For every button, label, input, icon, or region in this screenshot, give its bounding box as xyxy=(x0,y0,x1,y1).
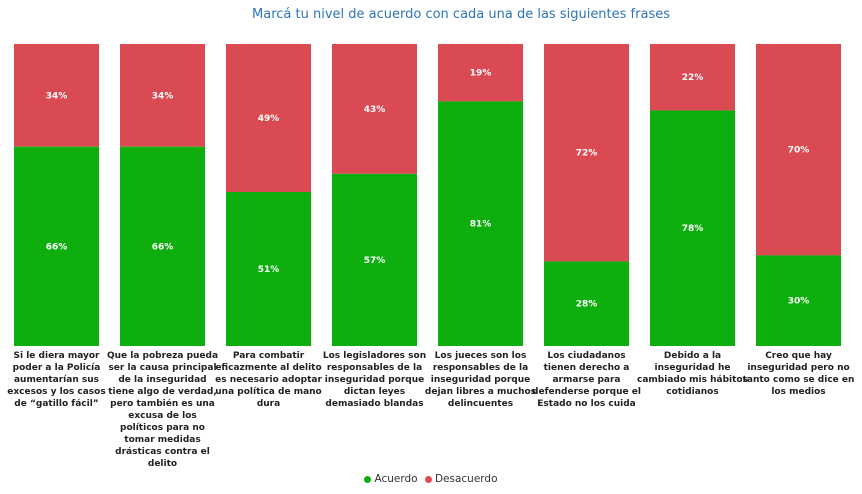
legend-item-acuerdo: Acuerdo xyxy=(364,473,418,485)
category-label-6: Los ciudadanos tienen derecho a armarse … xyxy=(532,351,641,409)
bar-acuerdo-8 xyxy=(756,255,841,346)
legend-label-desacuerdo: Desacuerdo xyxy=(434,473,498,485)
data-label-desacuerdo-4: 43% xyxy=(364,105,386,115)
data-label-desacuerdo-7: 22% xyxy=(682,73,704,83)
bar-desacuerdo-7 xyxy=(650,44,735,111)
data-label-desacuerdo-5: 19% xyxy=(470,69,492,79)
bar-acuerdo-5 xyxy=(438,101,523,346)
category-labels: Si le diera mayor poder a la Policía aum… xyxy=(0,350,862,469)
data-label-desacuerdo-1: 34% xyxy=(46,91,68,101)
legend-swatch-desacuerdo xyxy=(424,475,432,483)
bar-acuerdo-7 xyxy=(650,110,735,346)
data-label-desacuerdo-3: 49% xyxy=(258,114,280,124)
category-label-4: Los legisladores son responsables de la … xyxy=(322,351,427,409)
legend: Acuerdo Desacuerdo xyxy=(0,473,862,486)
category-label-8: Creo que hay inseguridad pero no tanto c… xyxy=(742,351,855,397)
bar-acuerdo-3 xyxy=(226,191,311,346)
bar-desacuerdo-5 xyxy=(438,44,523,102)
category-label-3: Para combatir eficazmente al delito es n… xyxy=(215,351,322,409)
category-label-2: Que la pobreza pueda ser la causa princi… xyxy=(106,351,219,469)
category-label-5: Los jueces son los responsables de la in… xyxy=(424,351,537,409)
bar-acuerdo-6 xyxy=(544,261,629,346)
bar-desacuerdo-2 xyxy=(120,44,205,147)
bar-desacuerdo-4 xyxy=(332,44,417,174)
bars-group: 34% 66% 34% 66% 49% 51% 43% 57% 19% 81% 72% 28% 22% 7… xyxy=(14,44,841,346)
data-label-desacuerdo-8: 70% xyxy=(788,146,810,156)
data-label-desacuerdo-6: 72% xyxy=(576,149,598,159)
chart-title: Marcá tu nivel de acuerdo con cada una d… xyxy=(252,7,670,22)
data-label-acuerdo-1: 66% xyxy=(46,242,68,252)
legend-label-acuerdo: Acuerdo xyxy=(374,473,418,485)
category-label-1: Si le diera mayor poder a la Policía aum… xyxy=(7,351,106,409)
bar-desacuerdo-6 xyxy=(544,44,629,262)
bar-desacuerdo-1 xyxy=(14,44,99,147)
category-label-7: Debido a la inseguridad he cambiado mis … xyxy=(637,351,748,397)
bar-acuerdo-2 xyxy=(120,146,205,346)
data-label-acuerdo-4: 57% xyxy=(364,256,386,266)
data-label-acuerdo-8: 30% xyxy=(788,297,810,307)
data-label-acuerdo-2: 66% xyxy=(152,242,174,252)
bar-acuerdo-1 xyxy=(14,146,99,346)
legend-swatch-acuerdo xyxy=(364,475,372,483)
data-label-acuerdo-7: 78% xyxy=(682,224,704,234)
data-label-acuerdo-3: 51% xyxy=(258,265,280,275)
data-label-acuerdo-6: 28% xyxy=(576,300,598,310)
data-label-acuerdo-5: 81% xyxy=(470,220,492,230)
data-label-desacuerdo-2: 34% xyxy=(152,91,174,101)
legend-item-desacuerdo: Desacuerdo xyxy=(424,473,498,485)
bar-desacuerdo-3 xyxy=(226,44,311,192)
bar-acuerdo-4 xyxy=(332,173,417,346)
bar-desacuerdo-8 xyxy=(756,44,841,256)
